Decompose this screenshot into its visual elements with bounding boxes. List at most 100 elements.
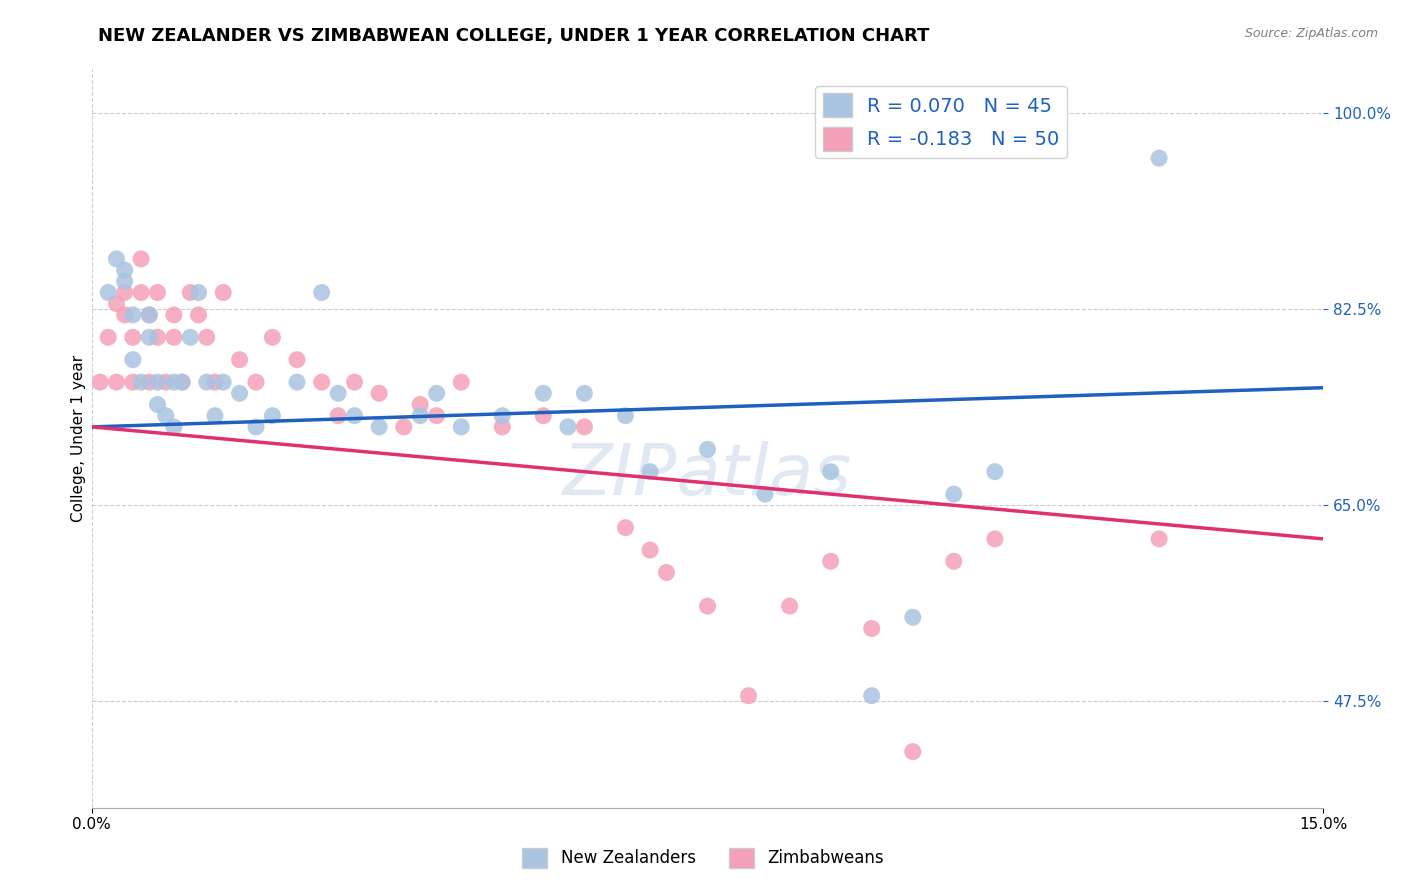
Point bbox=[228, 386, 250, 401]
Point bbox=[368, 420, 391, 434]
Point bbox=[129, 252, 152, 266]
Point bbox=[129, 375, 152, 389]
Point bbox=[179, 285, 201, 300]
Point bbox=[228, 352, 250, 367]
Point bbox=[204, 409, 226, 423]
Point bbox=[326, 386, 349, 401]
Point bbox=[574, 420, 596, 434]
Point bbox=[409, 397, 432, 411]
Point bbox=[97, 285, 120, 300]
Point bbox=[105, 252, 128, 266]
Point bbox=[262, 330, 284, 344]
Point bbox=[146, 397, 169, 411]
Point bbox=[942, 554, 965, 568]
Point bbox=[114, 263, 136, 277]
Legend: New Zealanders, Zimbabweans: New Zealanders, Zimbabweans bbox=[516, 841, 890, 875]
Point bbox=[450, 375, 472, 389]
Point bbox=[212, 285, 235, 300]
Point bbox=[138, 308, 160, 322]
Point bbox=[114, 274, 136, 288]
Point bbox=[155, 409, 177, 423]
Point bbox=[638, 543, 661, 558]
Point bbox=[901, 745, 924, 759]
Point bbox=[97, 330, 120, 344]
Point bbox=[984, 532, 1007, 546]
Point bbox=[574, 386, 596, 401]
Point bbox=[860, 689, 883, 703]
Point bbox=[105, 375, 128, 389]
Point bbox=[984, 465, 1007, 479]
Point bbox=[245, 375, 267, 389]
Point bbox=[326, 409, 349, 423]
Point bbox=[737, 689, 759, 703]
Point bbox=[204, 375, 226, 389]
Point bbox=[195, 375, 218, 389]
Point bbox=[860, 622, 883, 636]
Point bbox=[121, 308, 143, 322]
Point bbox=[655, 566, 678, 580]
Point bbox=[1147, 532, 1170, 546]
Point bbox=[820, 465, 842, 479]
Point bbox=[779, 599, 801, 613]
Point bbox=[89, 375, 111, 389]
Point bbox=[121, 330, 143, 344]
Point bbox=[557, 420, 579, 434]
Point bbox=[121, 375, 143, 389]
Text: ZIPatlas: ZIPatlas bbox=[562, 441, 852, 509]
Legend: R = 0.070   N = 45, R = -0.183   N = 50: R = 0.070 N = 45, R = -0.183 N = 50 bbox=[814, 86, 1067, 159]
Point bbox=[531, 409, 554, 423]
Point bbox=[1147, 151, 1170, 165]
Point bbox=[114, 285, 136, 300]
Point bbox=[163, 420, 186, 434]
Point bbox=[163, 330, 186, 344]
Point bbox=[450, 420, 472, 434]
Point bbox=[343, 409, 366, 423]
Point bbox=[491, 420, 513, 434]
Point bbox=[426, 409, 449, 423]
Point bbox=[114, 308, 136, 322]
Point bbox=[179, 330, 201, 344]
Point bbox=[172, 375, 194, 389]
Point bbox=[129, 285, 152, 300]
Point bbox=[426, 386, 449, 401]
Y-axis label: College, Under 1 year: College, Under 1 year bbox=[72, 354, 86, 522]
Point bbox=[311, 285, 333, 300]
Point bbox=[614, 521, 637, 535]
Point bbox=[409, 409, 432, 423]
Point bbox=[343, 375, 366, 389]
Point bbox=[285, 352, 308, 367]
Point bbox=[212, 375, 235, 389]
Point bbox=[531, 386, 554, 401]
Text: Source: ZipAtlas.com: Source: ZipAtlas.com bbox=[1244, 27, 1378, 40]
Point bbox=[614, 409, 637, 423]
Point bbox=[163, 308, 186, 322]
Point bbox=[138, 330, 160, 344]
Point bbox=[901, 610, 924, 624]
Point bbox=[285, 375, 308, 389]
Point bbox=[491, 409, 513, 423]
Point bbox=[105, 296, 128, 310]
Point bbox=[392, 420, 415, 434]
Point bbox=[155, 375, 177, 389]
Point bbox=[138, 308, 160, 322]
Point bbox=[195, 330, 218, 344]
Point bbox=[187, 285, 209, 300]
Point bbox=[245, 420, 267, 434]
Point bbox=[187, 308, 209, 322]
Point bbox=[942, 487, 965, 501]
Point bbox=[754, 487, 776, 501]
Point bbox=[311, 375, 333, 389]
Point bbox=[638, 465, 661, 479]
Point bbox=[262, 409, 284, 423]
Point bbox=[368, 386, 391, 401]
Point bbox=[146, 330, 169, 344]
Point bbox=[121, 352, 143, 367]
Point bbox=[138, 375, 160, 389]
Point bbox=[696, 442, 718, 457]
Point bbox=[820, 554, 842, 568]
Point bbox=[146, 285, 169, 300]
Point bbox=[696, 599, 718, 613]
Point bbox=[163, 375, 186, 389]
Point bbox=[146, 375, 169, 389]
Text: NEW ZEALANDER VS ZIMBABWEAN COLLEGE, UNDER 1 YEAR CORRELATION CHART: NEW ZEALANDER VS ZIMBABWEAN COLLEGE, UND… bbox=[98, 27, 929, 45]
